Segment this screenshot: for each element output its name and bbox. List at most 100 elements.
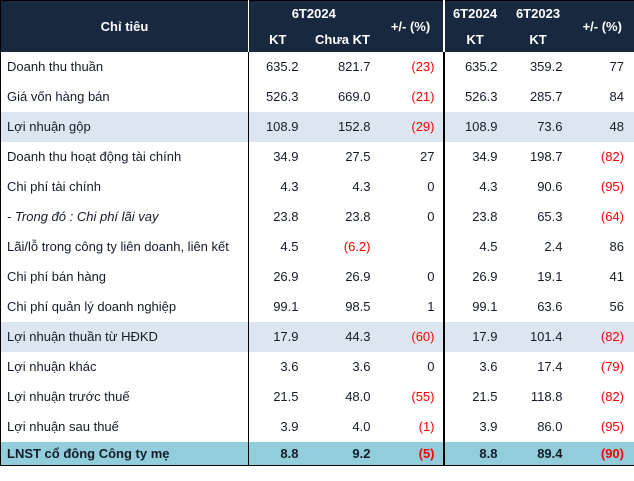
cell-pct: (64): [570, 201, 634, 232]
cell-value: 4.3: [443, 171, 506, 202]
cell-value: 44.3: [306, 321, 379, 352]
cell-pct: 41: [570, 261, 634, 292]
cell-pct: 0: [378, 261, 445, 292]
cell-value: 101.4: [505, 321, 571, 352]
cell-pct: [378, 231, 445, 262]
cell-value: 635.2: [443, 51, 506, 82]
row-label: Chi phí quản lý doanh nghiệp: [0, 291, 249, 322]
column-subheader-chua-kt-unaudited: Chưa KT: [306, 26, 379, 52]
cell-pct: 0: [378, 351, 445, 382]
cell-value: 21.5: [248, 381, 307, 412]
cell-pct: (23): [378, 51, 445, 82]
cell-value: 26.9: [443, 261, 506, 292]
row-label: Chi phí tài chính: [0, 171, 249, 202]
table-row-profit-after-tax: Lợi nhuận sau thuế 3.9 4.0 (1) 3.9 86.0 …: [0, 411, 634, 442]
cell-pct: 1: [378, 291, 445, 322]
cell-pct: (95): [570, 411, 634, 442]
column-header-pct-change-1: +/- (%): [378, 0, 445, 52]
row-label: Lợi nhuận thuần từ HĐKD: [0, 321, 249, 352]
row-label: Lợi nhuận sau thuế: [0, 411, 249, 442]
cell-value: 9.2: [306, 441, 379, 466]
cell-value: 526.3: [443, 81, 506, 112]
cell-value: 98.5: [306, 291, 379, 322]
column-subheader-kt-audited: KT: [248, 26, 307, 52]
cell-value: 65.3: [505, 201, 571, 232]
column-header-6t2023: 6T2023: [505, 0, 571, 27]
cell-value: 4.5: [443, 231, 506, 262]
header-row-2: KT Chưa KT KT KT: [1, 26, 634, 52]
table-row-financial-expenses: Chi phí tài chính 4.3 4.3 0 4.3 90.6 (95…: [0, 171, 634, 202]
column-header-pct-change-2: +/- (%): [570, 0, 634, 52]
cell-value: 23.8: [306, 201, 379, 232]
financial-results-table: Chỉ tiêu 6T2024 +/- (%) 6T2024 6T2023 +/…: [0, 0, 634, 466]
row-label: Giá vốn hàng bán: [0, 81, 249, 112]
cell-pct: 84: [570, 81, 634, 112]
cell-value: 3.6: [306, 351, 379, 382]
cell-pct: 27: [378, 141, 445, 172]
table-row-operating-profit: Lợi nhuận thuần từ HĐKD 17.9 44.3 (60) 1…: [0, 321, 634, 352]
cell-pct: 77: [570, 51, 634, 82]
cell-pct: 56: [570, 291, 634, 322]
column-header-6t2024: 6T2024: [443, 0, 506, 27]
cell-value: 3.9: [443, 411, 506, 442]
cell-value: 63.6: [505, 291, 571, 322]
cell-value: 198.7: [505, 141, 571, 172]
cell-value: 285.7: [505, 81, 571, 112]
cell-pct: (1): [378, 411, 445, 442]
cell-value: 4.3: [306, 171, 379, 202]
cell-pct: 48: [570, 111, 634, 142]
cell-pct: (79): [570, 351, 634, 382]
cell-pct: (55): [378, 381, 445, 412]
row-label: Lợi nhuận gộp: [0, 111, 249, 142]
cell-pct: 86: [570, 231, 634, 262]
table-row-profit-before-tax: Lợi nhuận trước thuế 21.5 48.0 (55) 21.5…: [0, 381, 634, 412]
cell-value: 23.8: [248, 201, 307, 232]
table-row-selling-expenses: Chi phí bán hàng 26.9 26.9 0 26.9 19.1 4…: [0, 261, 634, 292]
cell-pct: (21): [378, 81, 445, 112]
table-row-interest-expense: - Trong đó : Chi phí lãi vay 23.8 23.8 0…: [0, 201, 634, 232]
row-label: Lợi nhuận trước thuế: [0, 381, 249, 412]
cell-pct: 0: [378, 171, 445, 202]
row-label: Lãi/lỗ trong công ty liên doanh, liên kế…: [0, 231, 249, 262]
table-row-net-revenue: Doanh thu thuần 635.2 821.7 (23) 635.2 3…: [0, 51, 634, 82]
column-subheader-kt-2023: KT: [505, 26, 571, 52]
cell-value: 86.0: [505, 411, 571, 442]
cell-value: 8.8: [248, 441, 307, 466]
cell-value: 3.6: [248, 351, 307, 382]
header-row-1: Chỉ tiêu 6T2024 +/- (%) 6T2024 6T2023 +/…: [0, 0, 634, 52]
cell-value: 34.9: [443, 141, 506, 172]
row-label: Chi phí bán hàng: [0, 261, 249, 292]
cell-value: 2.4: [505, 231, 571, 262]
cell-value: 3.6: [443, 351, 506, 382]
row-label: Lợi nhuận khác: [0, 351, 249, 382]
cell-value: 4.0: [306, 411, 379, 442]
cell-pct: 0: [378, 201, 445, 232]
cell-value: 26.9: [306, 261, 379, 292]
row-label: LNST cổ đông Công ty mẹ: [0, 441, 249, 466]
cell-value: 108.9: [443, 111, 506, 142]
table-row-jv-associates: Lãi/lỗ trong công ty liên doanh, liên kế…: [0, 231, 634, 262]
cell-pct: (90): [570, 441, 634, 466]
cell-value: 8.8: [443, 441, 506, 466]
column-header-criteria: Chỉ tiêu: [0, 0, 249, 52]
cell-value: 669.0: [306, 81, 379, 112]
row-label: Doanh thu thuần: [0, 51, 249, 82]
cell-pct: (29): [378, 111, 445, 142]
cell-value: 17.9: [443, 321, 506, 352]
table-header: Chỉ tiêu 6T2024 +/- (%) 6T2024 6T2023 +/…: [0, 0, 634, 52]
cell-value: 19.1: [505, 261, 571, 292]
cell-value: 34.9: [248, 141, 307, 172]
row-label: Doanh thu hoạt động tài chính: [0, 141, 249, 172]
cell-pct: (82): [570, 321, 634, 352]
cell-value: 635.2: [248, 51, 307, 82]
table-body: Doanh thu thuần 635.2 821.7 (23) 635.2 3…: [0, 51, 634, 466]
cell-value: 26.9: [248, 261, 307, 292]
cell-value: 359.2: [505, 51, 571, 82]
cell-value: 21.5: [443, 381, 506, 412]
cell-value: 89.4: [505, 441, 571, 466]
cell-value: 108.9: [248, 111, 307, 142]
column-subheader-kt-2024: KT: [443, 26, 506, 52]
cell-value: 152.8: [306, 111, 379, 142]
table-row-admin-expenses: Chi phí quản lý doanh nghiệp 99.1 98.5 1…: [0, 291, 634, 322]
cell-value: 99.1: [443, 291, 506, 322]
